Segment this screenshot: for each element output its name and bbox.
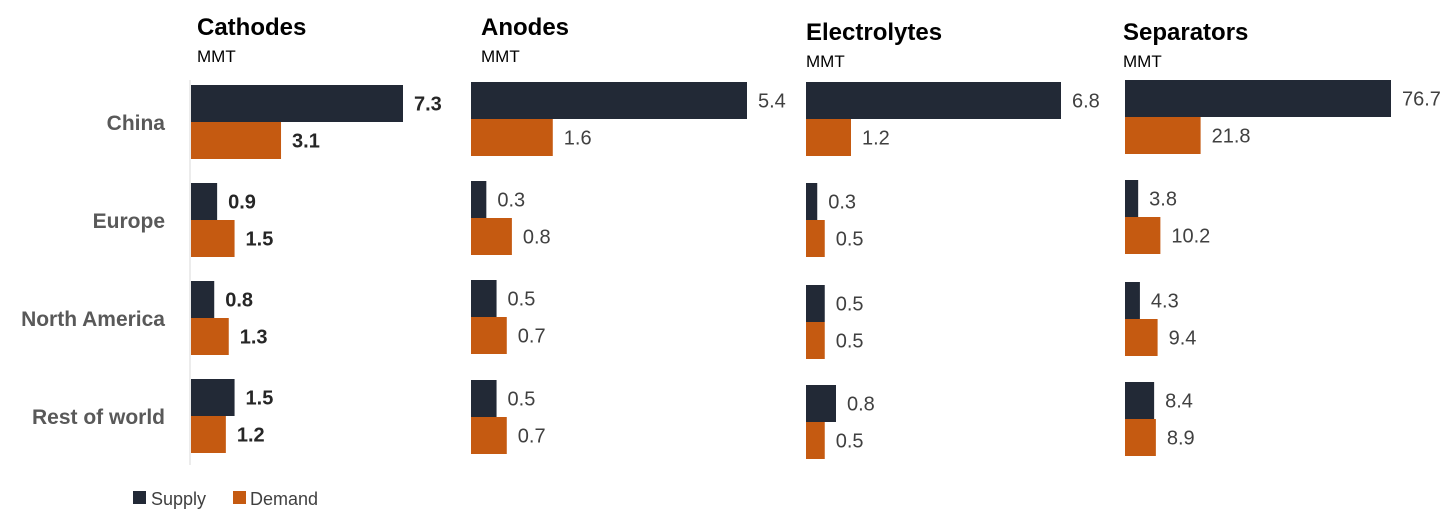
value-label-demand-china: 1.2 [862, 128, 890, 150]
bar-demand-rest-of-world [806, 422, 825, 459]
bar-supply-europe [806, 183, 818, 220]
bar-demand-rest-of-world [471, 417, 507, 454]
panel-unit: MMT [806, 52, 845, 71]
value-label-demand-north-america: 9.4 [1169, 328, 1197, 350]
value-label-demand-china: 3.1 [292, 131, 320, 153]
value-label-demand-north-america: 0.7 [518, 326, 546, 348]
bar-supply-rest-of-world [806, 385, 836, 422]
value-label-supply-china: 5.4 [758, 91, 786, 113]
bar-supply-rest-of-world [471, 380, 497, 417]
bar-supply-china [471, 82, 747, 119]
value-label-supply-china: 7.3 [414, 94, 442, 116]
value-label-supply-europe: 0.9 [228, 192, 256, 214]
panel-unit: MMT [1123, 52, 1162, 71]
value-label-demand-europe: 0.5 [836, 229, 864, 251]
legend-swatch-supply [133, 491, 146, 504]
bar-demand-rest-of-world [191, 416, 226, 453]
panel-unit: MMT [481, 47, 520, 66]
value-label-supply-europe: 0.3 [497, 190, 525, 212]
value-label-supply-china: 6.8 [1072, 91, 1100, 113]
value-label-supply-europe: 3.8 [1149, 189, 1177, 211]
bar-supply-north-america [191, 281, 215, 318]
bar-demand-china [1125, 117, 1201, 154]
bar-supply-north-america [806, 285, 825, 322]
panel-title: Electrolytes [806, 19, 942, 46]
value-label-demand-rest-of-world: 1.2 [237, 425, 265, 447]
value-label-demand-north-america: 0.5 [836, 331, 864, 353]
bar-supply-rest-of-world [191, 379, 235, 416]
value-label-supply-north-america: 0.5 [836, 294, 864, 316]
value-label-demand-china: 21.8 [1212, 126, 1251, 148]
panel-separators: Separators MMT 76.7 21.8 3.8 10.2 4.3 9.4 8.4 8.9 [1123, 19, 1441, 456]
region-label-rest-of-world: Rest of world [32, 406, 165, 429]
value-label-demand-rest-of-world: 8.9 [1167, 428, 1195, 450]
value-label-supply-china: 76.7 [1402, 89, 1441, 111]
bar-demand-china [471, 119, 553, 156]
bar-demand-china [806, 119, 851, 156]
value-label-demand-rest-of-world: 0.7 [518, 426, 546, 448]
bar-demand-north-america [806, 322, 825, 359]
bar-supply-rest-of-world [1125, 382, 1155, 419]
legend: Supply Demand [133, 489, 318, 509]
panel-title: Cathodes [197, 14, 306, 41]
bar-supply-europe [191, 183, 218, 220]
value-label-supply-europe: 0.3 [828, 192, 856, 214]
bar-demand-china [191, 122, 282, 159]
region-label-europe: Europe [93, 210, 165, 233]
bar-supply-china [806, 82, 1061, 119]
bar-supply-europe [471, 181, 487, 218]
bar-supply-china [1125, 80, 1391, 117]
bar-demand-north-america [1125, 319, 1158, 356]
bar-demand-north-america [471, 317, 507, 354]
bar-demand-europe [471, 218, 512, 255]
panel-electrolytes: Electrolytes MMT 6.8 1.2 0.3 0.5 0.5 0.5 0.8 0.5 [806, 19, 1100, 459]
value-label-demand-europe: 0.8 [523, 227, 551, 249]
bar-demand-europe [191, 220, 235, 257]
panel-cathodes: Cathodes MMT 7.3 3.1 0.9 1.5 0.8 1.3 1.5 1.2 [189, 14, 442, 465]
value-label-supply-north-america: 0.8 [225, 290, 253, 312]
bar-supply-europe [1125, 180, 1139, 217]
value-label-supply-rest-of-world: 1.5 [246, 388, 274, 410]
region-label-north-america: North America [21, 308, 165, 331]
value-label-demand-rest-of-world: 0.5 [836, 431, 864, 453]
value-label-demand-north-america: 1.3 [240, 327, 268, 349]
value-label-supply-rest-of-world: 0.5 [508, 389, 536, 411]
value-label-supply-north-america: 0.5 [508, 289, 536, 311]
panel-unit: MMT [197, 47, 236, 66]
panel-title: Anodes [481, 14, 569, 41]
bar-supply-north-america [1125, 282, 1140, 319]
bar-supply-china [191, 85, 403, 122]
value-label-supply-north-america: 4.3 [1151, 291, 1179, 313]
legend-label-demand: Demand [250, 489, 318, 509]
value-label-supply-rest-of-world: 8.4 [1165, 391, 1193, 413]
value-label-supply-rest-of-world: 0.8 [847, 394, 875, 416]
value-label-demand-china: 1.6 [564, 128, 592, 150]
legend-label-supply: Supply [151, 489, 206, 509]
bar-demand-rest-of-world [1125, 419, 1156, 456]
value-label-demand-europe: 1.5 [246, 229, 274, 251]
panel-anodes: Anodes MMT 5.4 1.6 0.3 0.8 0.5 0.7 0.5 0.7 [471, 14, 786, 454]
value-label-demand-europe: 10.2 [1171, 226, 1210, 248]
legend-swatch-demand [233, 491, 246, 504]
bar-demand-europe [806, 220, 825, 257]
bar-supply-north-america [471, 280, 497, 317]
bar-demand-europe [1125, 217, 1161, 254]
region-label-china: China [107, 112, 166, 135]
panel-title: Separators [1123, 19, 1248, 46]
bar-demand-north-america [191, 318, 229, 355]
